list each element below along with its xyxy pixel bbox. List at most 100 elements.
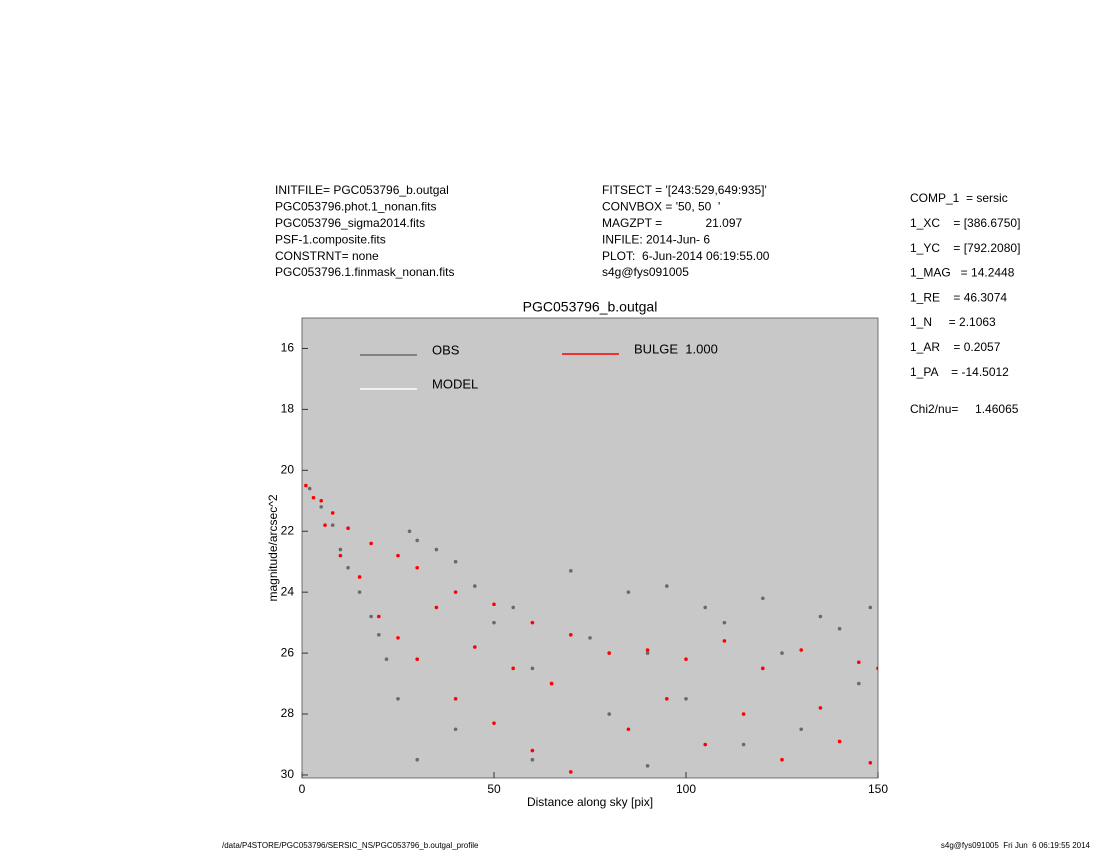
point	[569, 633, 573, 637]
point	[684, 657, 688, 661]
point	[330, 523, 335, 527]
point	[722, 620, 727, 625]
point	[415, 538, 420, 543]
point	[703, 605, 707, 610]
point	[761, 666, 765, 671]
point	[415, 657, 420, 661]
header-line: CONSTRNT= none	[275, 249, 379, 263]
point	[665, 584, 669, 588]
fit-param: 1_YC = [792.2080]	[910, 241, 1020, 255]
x-axis-label: Distance along sky [pix]	[527, 795, 653, 809]
point	[492, 602, 496, 607]
fit-param: 1_PA = -14.5012	[910, 365, 1009, 379]
point	[434, 547, 439, 552]
fit-param: 1_N = 2.1063	[910, 315, 996, 329]
point	[511, 605, 515, 610]
x-tick-label: 0	[299, 782, 306, 796]
point	[857, 660, 861, 665]
header-line: PGC053796.phot.1_nonan.fits	[275, 200, 436, 214]
point	[818, 706, 823, 710]
header-line: FITSECT = '[243:529,649:935]'	[602, 183, 767, 197]
point	[415, 566, 420, 570]
header-line: PLOT: 6-Jun-2014 06:19:55.00	[602, 249, 770, 263]
y-tick-label: 18	[281, 402, 295, 416]
point	[876, 666, 878, 671]
y-tick-label: 22	[281, 523, 295, 537]
point	[799, 648, 803, 652]
point	[645, 648, 650, 652]
point	[323, 523, 327, 527]
x-tick-label: 150	[868, 782, 888, 796]
y-tick-label: 16	[281, 341, 295, 355]
point	[530, 666, 535, 671]
point	[645, 764, 650, 768]
header-line: CONVBOX = '50, 50 '	[602, 200, 720, 214]
point	[473, 584, 477, 588]
point	[357, 590, 362, 594]
header-line: PGC053796_sigma2014.fits	[275, 216, 425, 230]
point	[703, 742, 707, 747]
point	[607, 712, 611, 716]
fit-param: 1_RE = 46.3074	[910, 290, 1007, 304]
fit-param: 1_MAG = 14.2448	[910, 266, 1015, 280]
point	[588, 636, 592, 640]
point	[407, 529, 412, 534]
point	[511, 666, 515, 671]
y-tick-label: 28	[281, 706, 295, 720]
point	[799, 727, 803, 732]
point	[868, 760, 873, 765]
point	[453, 590, 458, 594]
point	[569, 770, 573, 774]
header-line: s4g@fys091005	[602, 265, 689, 279]
fit-param: COMP_1 = sersic	[910, 191, 1008, 205]
header-line: PSF-1.composite.fits	[275, 232, 386, 246]
point	[492, 620, 496, 625]
fit-param: Chi2/nu= 1.46065	[910, 402, 1019, 416]
point	[607, 651, 611, 655]
point	[311, 495, 316, 500]
point	[330, 511, 335, 515]
point	[868, 605, 873, 610]
header-line: INFILE: 2014-Jun- 6	[602, 232, 710, 246]
point	[626, 590, 631, 594]
points	[304, 483, 878, 774]
chart-title: PGC053796_b.outgal	[523, 299, 658, 315]
point	[346, 526, 350, 530]
point	[780, 651, 784, 655]
plot-area	[301, 317, 879, 779]
fit-param: 1_XC = [386.6750]	[910, 216, 1020, 230]
y-tick-label: 26	[281, 645, 295, 659]
header-line: INITFILE= PGC053796_b.outgal	[275, 183, 449, 197]
point	[741, 742, 746, 747]
point	[818, 614, 823, 619]
point	[530, 757, 535, 762]
point	[530, 620, 535, 625]
point	[396, 696, 400, 701]
legend-label: MODEL	[432, 376, 478, 391]
point	[645, 651, 650, 655]
point	[473, 645, 477, 649]
point	[434, 605, 439, 610]
footer-stamp: s4g@fys091005 Fri Jun 6 06:19:55 2014	[941, 841, 1091, 850]
point	[384, 657, 389, 661]
point	[453, 696, 458, 701]
point	[396, 553, 400, 558]
x-tick-label: 100	[676, 782, 696, 796]
footer-path: /data/P4STORE/PGC053796/SERSIC_NS/PGC053…	[222, 841, 479, 850]
y-axis-label: magnitude/arcsec^2	[266, 494, 280, 601]
point	[453, 727, 458, 732]
point	[626, 727, 631, 732]
point	[396, 636, 400, 640]
point	[837, 626, 842, 631]
point	[369, 541, 373, 546]
point	[307, 486, 312, 491]
y-tick-label: 30	[281, 767, 295, 781]
point	[857, 681, 861, 686]
point	[357, 575, 362, 579]
x-tick-label: 50	[487, 782, 501, 796]
point	[338, 547, 343, 552]
legend-label: BULGE 1.000	[634, 341, 718, 356]
point	[453, 559, 458, 564]
